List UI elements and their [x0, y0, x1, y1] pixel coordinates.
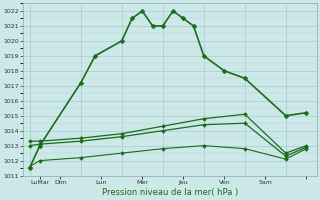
X-axis label: Pression niveau de la mer( hPa ): Pression niveau de la mer( hPa )	[102, 188, 238, 197]
